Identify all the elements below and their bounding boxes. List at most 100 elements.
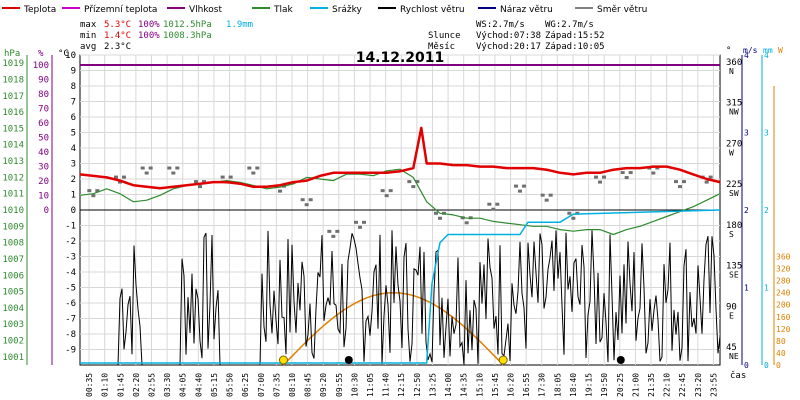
time-tick-label: 06:25 [241, 373, 250, 397]
time-tick-label: 08:45 [304, 373, 313, 397]
wind-dir-mark [407, 180, 412, 184]
sunset-marker [498, 355, 508, 365]
hpa-tick-label: 1014 [2, 141, 24, 151]
time-tick-label: 20:25 [616, 373, 625, 397]
wind-dir-mark [540, 193, 545, 197]
ms-tick-label: 1 [744, 284, 749, 293]
time-tick-label: 17:30 [538, 373, 547, 397]
legend-label: Tlak [273, 5, 294, 15]
w-unit-label: W [778, 46, 783, 55]
dir-tick-label: 45 [726, 343, 737, 353]
time-tick-label: 21:00 [631, 373, 640, 397]
w-tick-label: 160 [776, 313, 791, 322]
hpa-tick-label: 1002 [2, 337, 24, 347]
time-tick-label: 09:55 [335, 373, 344, 397]
mm-tick-label: 4 [764, 51, 769, 60]
dir-label: NE [729, 352, 739, 361]
sun-set: Západ:15:52 [545, 31, 605, 41]
time-tick-label: 19:50 [600, 373, 609, 397]
temperature-line [79, 126, 721, 190]
time-tick-label: 01:10 [101, 373, 110, 397]
pct-tick-label: 20 [38, 177, 49, 187]
pct-unit-label: % [38, 49, 44, 59]
temp-tick-label: -4 [65, 268, 76, 278]
stat-min-press: 1008.3hPa [163, 31, 212, 41]
wind-dir-mark [362, 220, 366, 224]
pct-tick-label: 100 [33, 61, 49, 71]
pct-tick-label: 90 [38, 76, 49, 86]
mm-tick-label: 0 [764, 361, 769, 370]
time-tick-label: 10:30 [350, 373, 359, 397]
stat-max-press: 1012.5hPa [163, 20, 212, 30]
time-tick-label: 14:35 [460, 373, 469, 397]
dir-tick-label: 180 [726, 221, 742, 231]
temp-tick-label: 5 [71, 129, 76, 139]
dir-tick-label: 90 [726, 302, 737, 312]
time-tick-label: 01:45 [116, 373, 125, 397]
time-tick-label: 18:40 [569, 373, 578, 397]
time-tick-label: 11:40 [382, 373, 391, 397]
time-tick-label: 03:30 [163, 373, 172, 397]
time-tick-label: 19:15 [585, 373, 594, 397]
wind-dir-mark [682, 180, 686, 184]
time-tick-label: 05:50 [226, 373, 235, 397]
wind-dir-mark [678, 185, 682, 189]
wind-dir-mark [434, 211, 438, 215]
temp-tick-label: -1 [65, 222, 76, 232]
wind-dir-mark [438, 216, 442, 220]
hpa-tick-label: 1003 [2, 320, 24, 330]
legend-label: Náraz větru [500, 5, 553, 15]
time-tick-label: 00:35 [85, 373, 94, 397]
temp-tick-label: -8 [65, 330, 76, 340]
stat-max-rain: 1.9mm [226, 20, 253, 30]
axes: 1019101810171016101510141013101210111010… [2, 46, 790, 397]
legend-label: Směr větru [597, 5, 647, 15]
hpa-tick-label: 1007 [2, 255, 24, 265]
temp-tick-label: -6 [65, 299, 76, 309]
wind-dir-mark [380, 189, 385, 193]
hpa-tick-label: 1005 [2, 288, 24, 298]
dir-label: W [729, 148, 734, 157]
w-tick-label: 280 [776, 277, 791, 286]
wind-dir-mark [255, 166, 260, 170]
wind-dir-mark [491, 207, 496, 211]
wind-dir-mark [548, 193, 553, 197]
time-tick-label: 16:55 [522, 373, 531, 397]
mm-tick-label: 1 [764, 284, 769, 293]
sun-rise: Východ:07:38 [476, 31, 541, 41]
wind-dir-mark [495, 202, 500, 206]
time-tick-label: 04:05 [179, 373, 188, 397]
temp-tick-label: 8 [71, 82, 76, 92]
time-tick-label: 02:20 [132, 373, 141, 397]
wind-dir-mark [308, 198, 313, 202]
wind-dir-mark [278, 189, 282, 193]
mm-unit-label: mm [763, 46, 773, 55]
wind-dir-mark [91, 194, 96, 198]
time-tick-label: 02:55 [147, 373, 156, 397]
stat-avg-label: avg [80, 42, 96, 52]
hpa-tick-label: 1010 [2, 206, 24, 216]
pct-tick-label: 0 [44, 206, 49, 216]
wind-dir-mark [335, 229, 340, 233]
temp-tick-label: -5 [65, 284, 76, 294]
hpa-tick-label: 1008 [2, 239, 24, 249]
time-axis-label: čas [730, 370, 746, 381]
wind-dir-mark [331, 234, 336, 238]
time-tick-label: 22:10 [663, 373, 672, 397]
wind-dir-mark [327, 229, 332, 233]
moon-rise: Východ:20:17 [476, 42, 541, 52]
wind-dir-mark [202, 180, 206, 184]
wind-dir-mark [388, 189, 393, 193]
time-tick-label: 21:35 [647, 373, 656, 397]
legend-label: Srážky [332, 5, 363, 15]
dir-label: S [729, 230, 734, 239]
wind-wg: WG:2.7m/s [545, 20, 594, 30]
legend-label: Teplota [23, 5, 56, 15]
temp-tick-label: -2 [65, 237, 76, 247]
wind-dir-mark [220, 175, 225, 179]
series-layer [79, 64, 721, 366]
wind-dir-mark [122, 175, 126, 179]
wind-dir-mark [95, 189, 100, 193]
temp-tick-label: -3 [65, 253, 76, 263]
wind-dir-mark [171, 171, 176, 175]
